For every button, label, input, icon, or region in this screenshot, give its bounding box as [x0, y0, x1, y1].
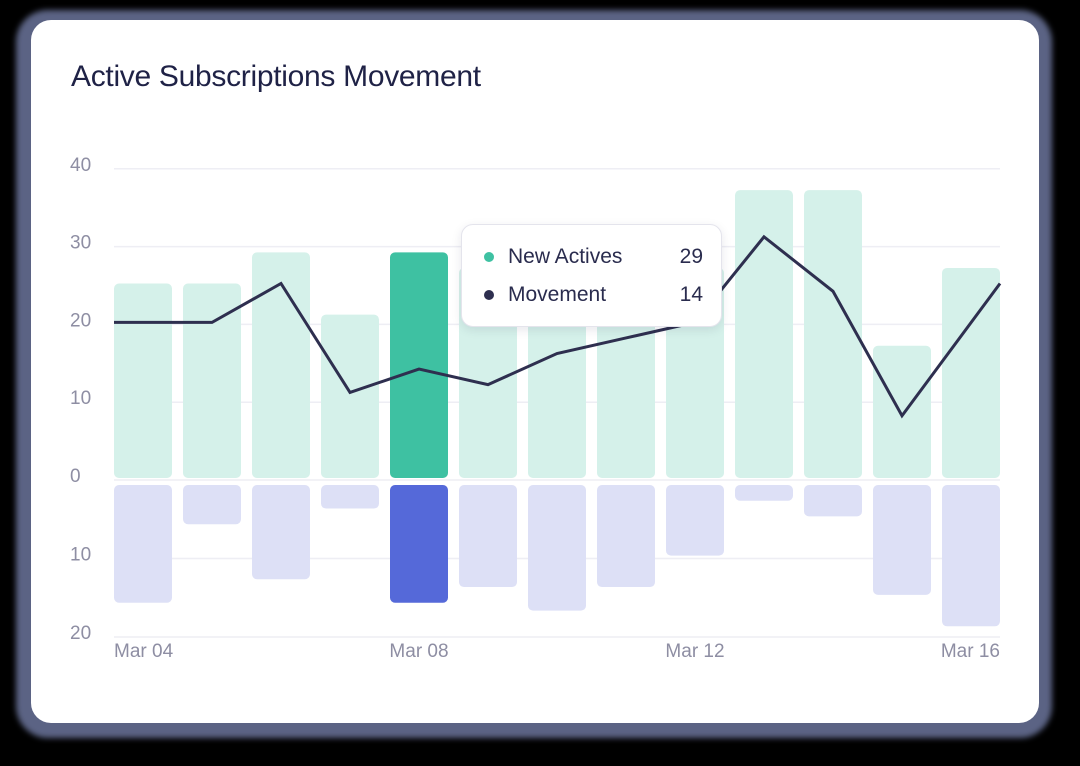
churn-bar [597, 485, 655, 588]
churn-bar [942, 485, 1000, 627]
churn-bar [114, 485, 172, 603]
chart-title: Active Subscriptions Movement [71, 60, 481, 93]
new-actives-legend-dot-icon [484, 252, 494, 262]
x-axis-tick-label: Mar 16 [941, 641, 1000, 662]
y-axis-tick-label: 10 [70, 545, 91, 566]
chart-card: Active Subscriptions Movement 40 30 20 10 0 1… [31, 20, 1039, 723]
x-axis-tick-label: Mar 08 [389, 641, 448, 662]
tooltip-label: Movement [508, 283, 607, 306]
new-actives-bar [183, 283, 241, 478]
subscriptions-chart: 40 30 20 10 0 10 20 Mar 04 Mar 08 Mar 12 Mar 16 [70, 155, 1002, 662]
new-actives-bar [114, 283, 172, 478]
y-axis-tick-label: 0 [70, 466, 81, 487]
movement-line [114, 234, 1002, 419]
churn-bar [804, 485, 862, 517]
churn-bar [666, 485, 724, 556]
churn-bar [252, 485, 310, 580]
tooltip-label: New Actives [508, 245, 623, 268]
chart-tooltip: New Actives 29 Movement 14 [461, 224, 722, 327]
new-actives-bar [735, 190, 793, 478]
new-actives-bar [942, 267, 1000, 478]
new-actives-bar [804, 190, 862, 478]
tooltip-row-new-actives: New Actives 29 [484, 244, 703, 270]
new-actives-bar [321, 314, 379, 478]
y-axis-tick-label: 10 [70, 388, 91, 409]
churn-bar [735, 485, 793, 501]
x-axis-tick-label: Mar 04 [114, 641, 174, 662]
x-axis-tick-label: Mar 12 [665, 641, 724, 662]
y-axis-tick-label: 40 [70, 155, 91, 176]
new-actives-bar [873, 345, 931, 478]
churn-bar [528, 485, 586, 611]
y-axis-tick-label: 20 [70, 310, 91, 331]
y-axis-tick-label: 20 [70, 623, 91, 644]
churn-bar [321, 485, 379, 509]
churn-bar [459, 485, 517, 588]
churn-bar [873, 485, 931, 595]
churn-bar [183, 485, 241, 525]
tooltip-value: 29 [679, 245, 703, 268]
tooltip-value: 14 [679, 283, 703, 306]
movement-legend-dot-icon [484, 290, 494, 300]
new-actives-bar [390, 252, 448, 478]
y-axis-tick-label: 30 [70, 233, 91, 254]
tooltip-row-movement: Movement 14 [484, 282, 703, 308]
churn-bar [390, 485, 448, 603]
